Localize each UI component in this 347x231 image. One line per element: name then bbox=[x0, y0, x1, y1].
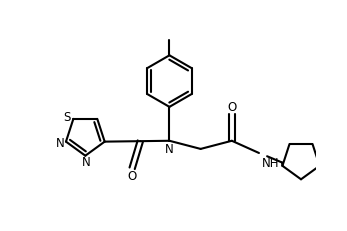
Text: O: O bbox=[128, 169, 137, 182]
Text: O: O bbox=[227, 101, 236, 114]
Text: NH: NH bbox=[262, 157, 280, 170]
Text: N: N bbox=[56, 137, 65, 150]
Text: N: N bbox=[82, 155, 91, 168]
Text: S: S bbox=[64, 111, 71, 124]
Text: N: N bbox=[165, 142, 174, 155]
